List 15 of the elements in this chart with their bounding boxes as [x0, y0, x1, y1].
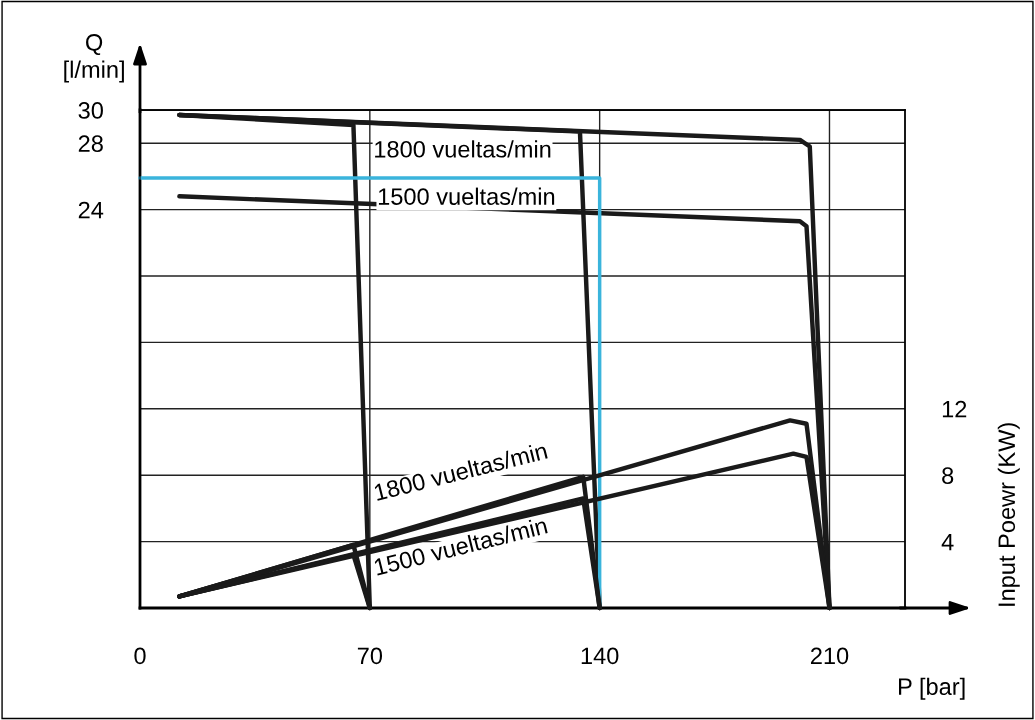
annotation: 1500 vueltas/min	[378, 187, 555, 205]
y2-tick-label: 4	[941, 533, 954, 551]
x-axis-title: P [bar]	[899, 677, 965, 700]
y-tick-label: 28	[78, 135, 103, 152]
y2-tick-label: 8	[942, 467, 954, 484]
x-tick-label: 140	[581, 647, 619, 665]
x-tick-label: 70	[357, 647, 383, 665]
y-tick-label: 24	[78, 201, 104, 219]
annotation: 1800 vueltas/min	[375, 140, 551, 158]
x-tick-label: 0	[134, 647, 146, 665]
y2-tick-label: 12	[942, 400, 967, 418]
y-axis-title: Q [l/min]	[64, 34, 124, 83]
y-tick-label: 30	[78, 102, 103, 119]
y2-axis-title: Input Poewr (KW)	[997, 423, 1020, 606]
x-tick-label: 210	[810, 647, 849, 665]
